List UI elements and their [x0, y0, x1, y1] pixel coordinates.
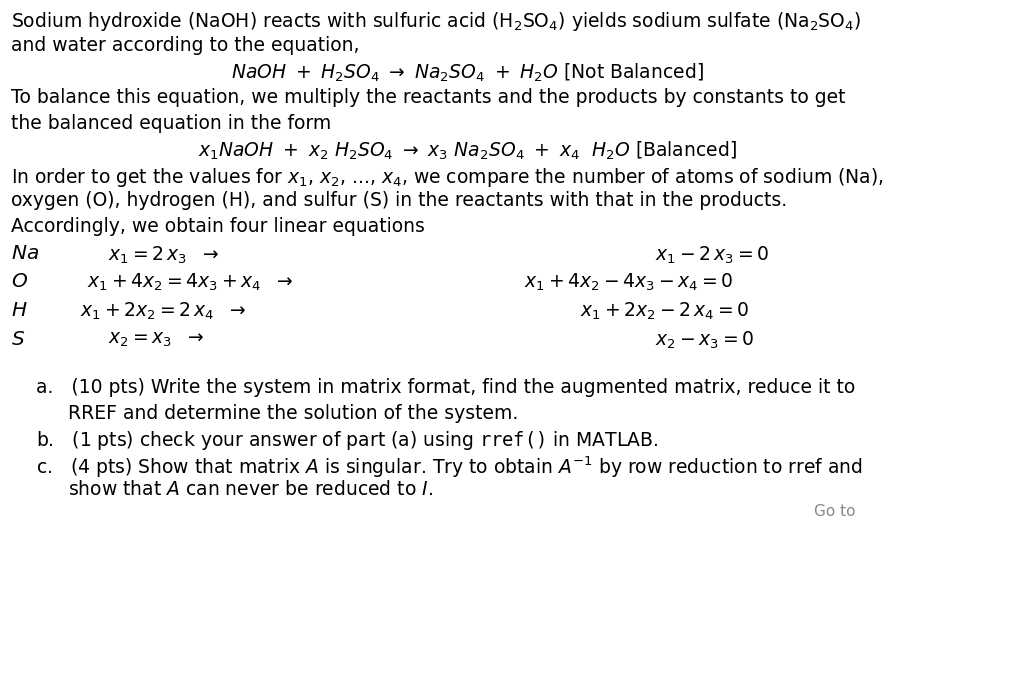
- Text: oxygen (O), hydrogen (H), and sulfur (S) in the reactants with that in the produ: oxygen (O), hydrogen (H), and sulfur (S)…: [11, 191, 787, 211]
- Text: $x_1 + 2x_2 = 2\,x_4\ \ \rightarrow$: $x_1 + 2x_2 = 2\,x_4\ \ \rightarrow$: [80, 301, 246, 322]
- Text: $x_2 = x_3\ \ \rightarrow$: $x_2 = x_3\ \ \rightarrow$: [108, 330, 204, 349]
- Text: $\mathit{x_1}\mathit{NaOH}\ +\ \mathit{x_2}\ \mathit{H_2SO_4}\ \rightarrow\ \mat: $\mathit{x_1}\mathit{NaOH}\ +\ \mathit{x…: [199, 140, 737, 162]
- Text: $\bf{\mathit{S}}$: $\bf{\mathit{S}}$: [11, 330, 26, 349]
- Text: $\bf{\mathit{Na}}$: $\bf{\mathit{Na}}$: [11, 244, 39, 264]
- Text: $x_1 = 2\,x_3\ \ \rightarrow$: $x_1 = 2\,x_3\ \ \rightarrow$: [108, 244, 219, 266]
- Text: To balance this equation, we multiply the reactants and the products by constant: To balance this equation, we multiply th…: [11, 88, 846, 107]
- Text: and water according to the equation,: and water according to the equation,: [11, 36, 359, 55]
- Text: the balanced equation in the form: the balanced equation in the form: [11, 114, 332, 133]
- Text: In order to get the values for $\mathit{x_1}$, $\mathit{x_2}$, ..., $\mathit{x_4: In order to get the values for $\mathit{…: [11, 166, 884, 189]
- Text: $\mathit{NaOH}\ +\ \mathit{H_2SO_4}\ \rightarrow\ \mathit{Na_2SO_4}\ +\ \mathit{: $\mathit{NaOH}\ +\ \mathit{H_2SO_4}\ \ri…: [231, 62, 705, 84]
- Text: $x_1 - 2\,x_3 = 0$: $x_1 - 2\,x_3 = 0$: [654, 244, 769, 266]
- Text: $x_1 + 2x_2 - 2\,x_4 = 0$: $x_1 + 2x_2 - 2\,x_4 = 0$: [580, 301, 750, 322]
- Text: Accordingly, we obtain four linear equations: Accordingly, we obtain four linear equat…: [11, 217, 425, 236]
- Text: $x_2 - x_3 = 0$: $x_2 - x_3 = 0$: [654, 330, 754, 351]
- Text: c.   (4 pts) Show that matrix $\mathit{A}$ is singular. Try to obtain $\mathit{A: c. (4 pts) Show that matrix $\mathit{A}$…: [36, 455, 862, 480]
- Text: $\bf{\mathit{O}}$: $\bf{\mathit{O}}$: [11, 272, 29, 291]
- Text: Go to: Go to: [814, 504, 855, 519]
- Text: $\bf{\mathit{H}}$: $\bf{\mathit{H}}$: [11, 301, 28, 320]
- Text: b.   (1 pts) check your answer of part (a) using $\mathtt{rref()}$ in MATLAB.: b. (1 pts) check your answer of part (a)…: [36, 429, 657, 452]
- Text: Sodium hydroxide (NaOH) reacts with sulfuric acid (H$_2$SO$_4$) yields sodium su: Sodium hydroxide (NaOH) reacts with sulf…: [11, 10, 861, 33]
- Text: show that $\mathit{A}$ can never be reduced to $\mathit{I}$.: show that $\mathit{A}$ can never be redu…: [69, 480, 433, 499]
- Text: RREF and determine the solution of the system.: RREF and determine the solution of the s…: [69, 404, 518, 423]
- Text: a.   (10 pts) Write the system in matrix format, find the augmented matrix, redu: a. (10 pts) Write the system in matrix f…: [36, 378, 855, 398]
- Text: $x_1 + 4x_2 - 4x_3 - x_4 = 0$: $x_1 + 4x_2 - 4x_3 - x_4 = 0$: [524, 272, 733, 293]
- Text: $x_1 + 4x_2 = 4x_3 + x_4\ \ \rightarrow$: $x_1 + 4x_2 = 4x_3 + x_4\ \ \rightarrow$: [87, 272, 293, 293]
